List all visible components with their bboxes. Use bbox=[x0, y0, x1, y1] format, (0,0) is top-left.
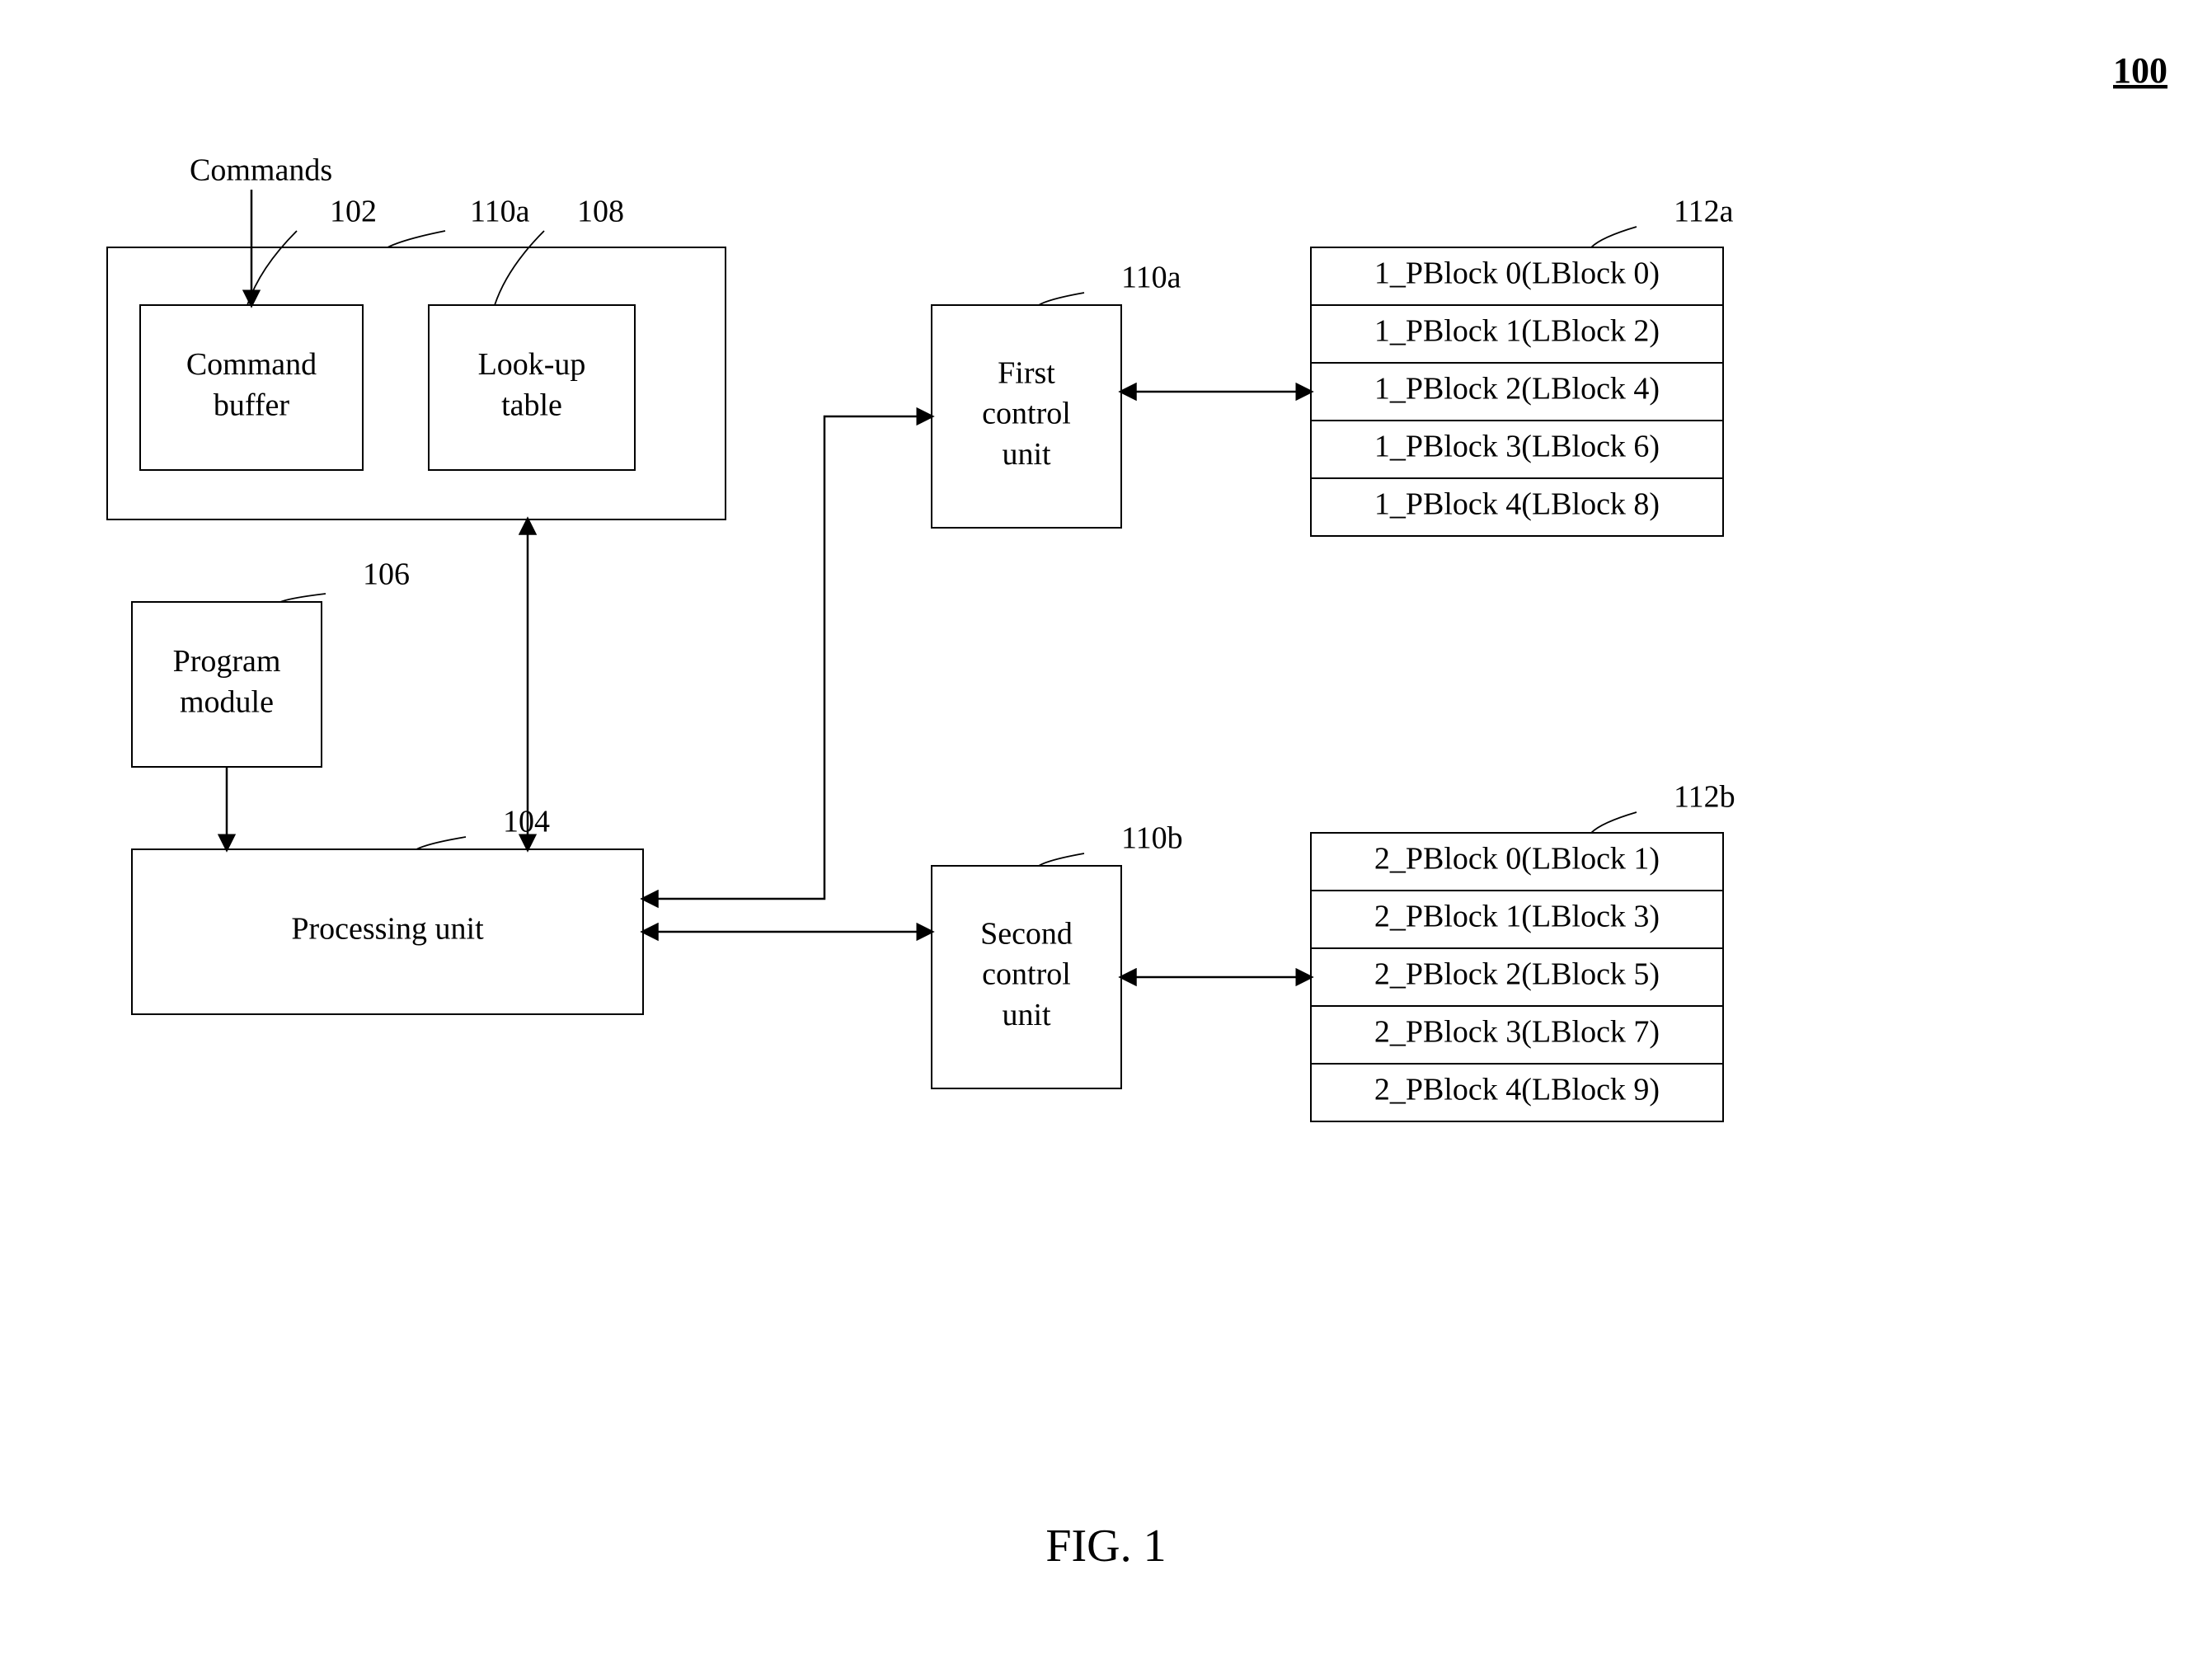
ref-leader bbox=[1591, 227, 1637, 247]
pblock-table-2-row-label: 2_PBlock 1(LBlock 3) bbox=[1374, 900, 1660, 934]
pblock-table-2-row-label: 2_PBlock 3(LBlock 7) bbox=[1374, 1015, 1660, 1050]
ref-leader bbox=[1039, 293, 1084, 305]
ref-leader bbox=[280, 594, 326, 602]
command-buffer-box-label: buffer bbox=[214, 388, 289, 422]
program-module-box-label: Program bbox=[173, 644, 281, 679]
pblock-table-1-row-label: 1_PBlock 4(LBlock 8) bbox=[1374, 487, 1660, 522]
lookup-table-box-label: Look-up bbox=[478, 347, 586, 382]
figure-caption: FIG. 1 bbox=[1045, 1521, 1166, 1572]
pblock-table-1-row-label: 1_PBlock 3(LBlock 6) bbox=[1374, 430, 1660, 464]
ref-number: 110a bbox=[1121, 261, 1181, 295]
lookup-table-box-label: table bbox=[501, 388, 562, 422]
pblock-table-1-row-label: 1_PBlock 1(LBlock 2) bbox=[1374, 314, 1660, 349]
ref-number: 110b bbox=[1121, 821, 1183, 856]
first-control-unit-box-label: control bbox=[982, 397, 1071, 431]
first-control-unit-box-label: First bbox=[998, 355, 1055, 390]
ref-number: 108 bbox=[577, 195, 624, 229]
processing-unit-box-label: Processing unit bbox=[291, 912, 484, 947]
second-control-unit-box-label: control bbox=[982, 957, 1071, 992]
ref-number: 104 bbox=[503, 805, 550, 839]
command-buffer-box-label: Command bbox=[186, 347, 317, 382]
ref-number: 112b bbox=[1674, 780, 1735, 815]
ref-leader bbox=[416, 837, 466, 849]
pblock-table-1-row-label: 1_PBlock 0(LBlock 0) bbox=[1374, 256, 1660, 291]
ref-leader bbox=[1039, 853, 1084, 866]
ref-leader bbox=[387, 231, 445, 247]
second-control-unit-box-label: Second bbox=[980, 916, 1073, 951]
figure-number: 100 bbox=[2113, 50, 2167, 91]
first-control-unit-box-label: unit bbox=[1002, 437, 1051, 472]
pblock-table-1-row-label: 1_PBlock 2(LBlock 4) bbox=[1374, 372, 1660, 407]
ref-number: 112a bbox=[1674, 195, 1734, 229]
program-module-box-label: module bbox=[180, 684, 274, 719]
pblock-table-2-row-label: 2_PBlock 0(LBlock 1) bbox=[1374, 842, 1660, 877]
ref-number: 110a bbox=[470, 195, 530, 229]
ref-number: 102 bbox=[330, 195, 377, 229]
second-control-unit-box-label: unit bbox=[1002, 998, 1051, 1032]
pblock-table-2-row-label: 2_PBlock 2(LBlock 5) bbox=[1374, 957, 1660, 992]
ref-number: 106 bbox=[363, 557, 410, 592]
ref-leader bbox=[1591, 812, 1637, 833]
pblock-table-2-row-label: 2_PBlock 4(LBlock 9) bbox=[1374, 1073, 1660, 1107]
commands-label: Commands bbox=[190, 153, 332, 188]
